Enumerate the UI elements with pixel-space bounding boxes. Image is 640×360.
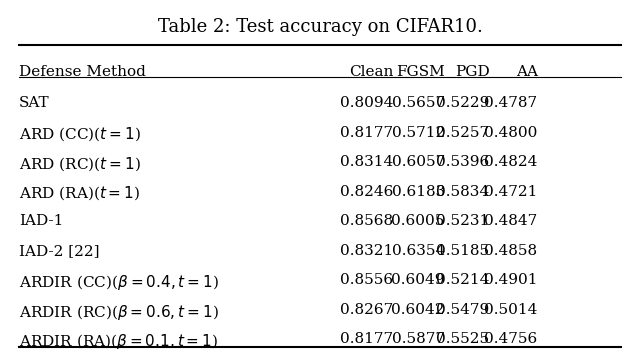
Text: 0.5229: 0.5229 [436,96,490,110]
Text: 0.6005: 0.6005 [392,214,445,228]
Text: 0.5214: 0.5214 [436,273,490,287]
Text: ARD (RA)($t = 1$): ARD (RA)($t = 1$) [19,185,140,202]
Text: ARD (RC)($t = 1$): ARD (RC)($t = 1$) [19,155,141,173]
Text: 0.4800: 0.4800 [484,126,538,140]
Text: 0.6057: 0.6057 [392,155,445,169]
Text: Table 2: Test accuracy on CIFAR10.: Table 2: Test accuracy on CIFAR10. [157,18,483,36]
Text: 0.5231: 0.5231 [436,214,490,228]
Text: 0.8177: 0.8177 [340,332,394,346]
Text: 0.6049: 0.6049 [391,273,445,287]
Text: 0.4858: 0.4858 [484,244,538,258]
Text: IAD-1: IAD-1 [19,214,63,228]
Text: 0.8094: 0.8094 [340,96,394,110]
Text: ARDIR (RA)($\beta = 0.1, t = 1$): ARDIR (RA)($\beta = 0.1, t = 1$) [19,332,218,351]
Text: 0.5657: 0.5657 [392,96,445,110]
Text: SAT: SAT [19,96,50,110]
Text: 0.5712: 0.5712 [392,126,445,140]
Text: 0.8177: 0.8177 [340,126,394,140]
Text: 0.4847: 0.4847 [484,214,538,228]
Text: FGSM: FGSM [396,65,445,79]
Text: ARDIR (RC)($\beta = 0.6, t = 1$): ARDIR (RC)($\beta = 0.6, t = 1$) [19,303,219,322]
Text: PGD: PGD [455,65,490,79]
Text: 0.6354: 0.6354 [392,244,445,258]
Text: 0.5834: 0.5834 [436,185,490,199]
Text: 0.8314: 0.8314 [340,155,394,169]
Text: 0.8556: 0.8556 [340,273,394,287]
Text: AA: AA [516,65,538,79]
Text: 0.8246: 0.8246 [340,185,394,199]
Text: Defense Method: Defense Method [19,65,146,79]
Text: 0.5525: 0.5525 [436,332,490,346]
Text: 0.4756: 0.4756 [484,332,538,346]
Text: ARDIR (CC)($\beta = 0.4, t = 1$): ARDIR (CC)($\beta = 0.4, t = 1$) [19,273,220,292]
Text: 0.5014: 0.5014 [484,303,538,317]
Text: 0.5877: 0.5877 [392,332,445,346]
Text: 0.4787: 0.4787 [484,96,538,110]
Text: 0.5396: 0.5396 [436,155,490,169]
Text: 0.5185: 0.5185 [436,244,490,258]
Text: 0.8267: 0.8267 [340,303,394,317]
Text: 0.5257: 0.5257 [436,126,490,140]
Text: 0.5479: 0.5479 [436,303,490,317]
Text: 0.6042: 0.6042 [391,303,445,317]
Text: IAD-2 [22]: IAD-2 [22] [19,244,100,258]
Text: 0.8568: 0.8568 [340,214,394,228]
Text: 0.4721: 0.4721 [484,185,538,199]
Text: 0.8321: 0.8321 [340,244,394,258]
Text: 0.4901: 0.4901 [484,273,538,287]
Text: 0.6183: 0.6183 [392,185,445,199]
Text: ARD (CC)($t = 1$): ARD (CC)($t = 1$) [19,126,141,143]
Text: 0.4824: 0.4824 [484,155,538,169]
Text: Clean: Clean [349,65,394,79]
